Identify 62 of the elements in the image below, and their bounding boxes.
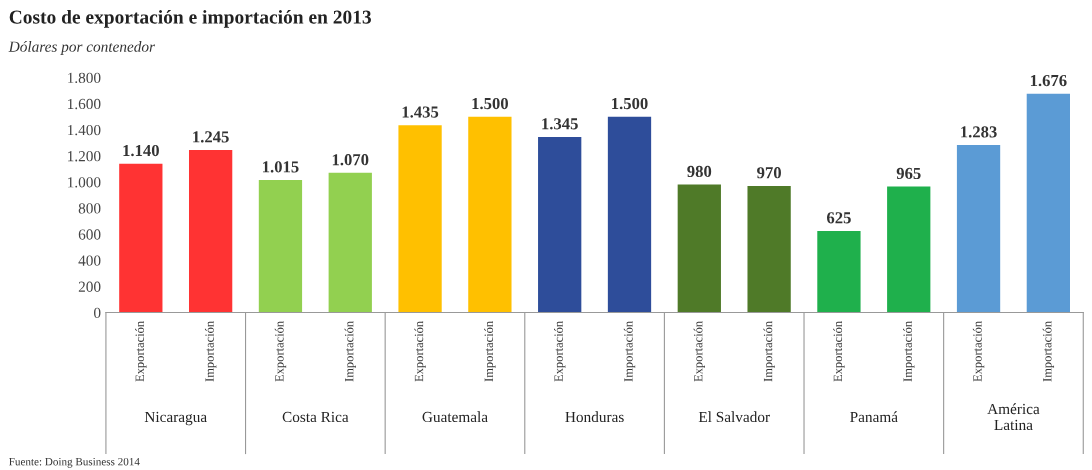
bar	[677, 184, 721, 313]
chart-subtitle: Dólares por contenedor	[8, 41, 156, 55]
y-tick-label: 600	[78, 229, 101, 240]
y-tick-label: 800	[78, 203, 101, 214]
data-label: 970	[757, 167, 781, 179]
y-tick-label: 1.000	[68, 177, 101, 188]
x-tick-label: Importación	[623, 321, 636, 382]
data-label: 980	[687, 165, 712, 178]
bar	[607, 116, 652, 313]
x-tick-label: Exportación	[972, 321, 985, 382]
text: América Latina	[987, 403, 1040, 431]
text: Guatemala	[422, 411, 488, 423]
x-tick-label: Importación	[763, 321, 775, 382]
chart-title: Costo de exportación e importación en 2013	[9, 9, 371, 28]
x-tick-label: Importación	[484, 321, 496, 382]
data-label: 625	[827, 212, 851, 224]
x-tick-label: Importación	[344, 321, 356, 382]
x-tick-label: Exportación	[693, 321, 705, 382]
text: Honduras	[565, 411, 624, 423]
bar	[747, 185, 791, 313]
data-label: 1.500	[612, 97, 648, 110]
x-tick-label: Exportación	[554, 321, 566, 382]
data-label: 1.245	[193, 131, 229, 143]
bar	[538, 136, 582, 313]
x-tick-label: Importación	[903, 321, 915, 382]
bar	[258, 180, 303, 313]
data-label: 1.140	[123, 144, 159, 157]
bar	[887, 186, 931, 313]
bar	[189, 150, 233, 313]
bar	[328, 172, 372, 313]
y-tick-label: 0	[94, 307, 101, 318]
bar	[817, 230, 861, 313]
x-tick-label: Exportación	[414, 321, 426, 382]
y-tick-label: 1.400	[68, 124, 101, 136]
data-label: 1.500	[472, 97, 508, 110]
y-tick-label: 1.800	[68, 72, 101, 84]
source-note: Fuente: Doing Business 2014	[9, 457, 140, 468]
data-label: 1.345	[542, 118, 578, 130]
data-label: 1.283	[961, 126, 997, 138]
x-tick-label: Importación	[1042, 321, 1055, 382]
bar	[119, 163, 163, 313]
text: Nicaragua	[144, 411, 207, 426]
data-label: 1.070	[332, 154, 369, 166]
text: Costa Rica	[282, 411, 349, 423]
data-label: 1.676	[1030, 74, 1067, 87]
x-tick-label: Exportación	[274, 321, 287, 382]
y-tick-label: 400	[78, 255, 101, 266]
bar	[468, 116, 512, 313]
data-label: 965	[896, 167, 921, 180]
bar	[398, 125, 442, 313]
data-label: 1.015	[263, 161, 299, 173]
y-tick-label: 200	[78, 281, 101, 292]
bar	[956, 145, 1001, 313]
x-tick-label: Exportación	[135, 321, 147, 382]
bar	[1026, 93, 1070, 313]
data-label: 1.435	[402, 106, 439, 118]
x-tick-label: Importación	[204, 321, 217, 382]
y-tick-label: 1.600	[68, 98, 101, 110]
y-tick-label: 1.200	[68, 151, 101, 162]
text: El Salvador	[698, 411, 770, 423]
text: Panamá	[850, 411, 898, 423]
x-tick-label: Exportación	[833, 321, 845, 382]
